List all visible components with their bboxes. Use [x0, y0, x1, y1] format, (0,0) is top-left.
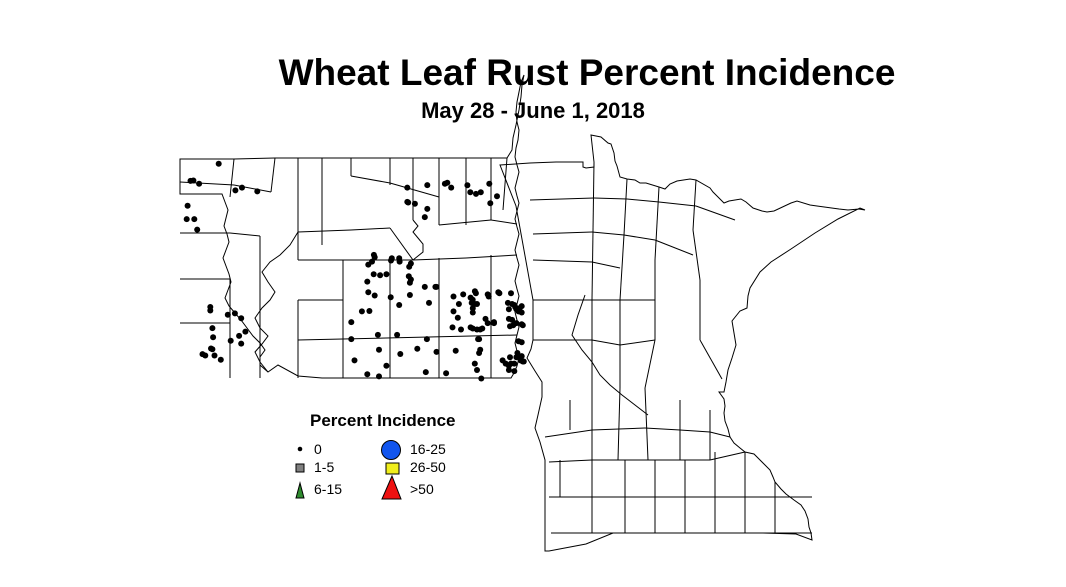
svg-text:1-5: 1-5	[314, 459, 334, 475]
svg-text:Percent Incidence: Percent Incidence	[310, 411, 456, 430]
svg-text:26-50: 26-50	[410, 459, 446, 475]
svg-text:>50: >50	[410, 481, 434, 497]
svg-text:16-25: 16-25	[410, 441, 446, 457]
svg-text:0: 0	[314, 441, 322, 457]
svg-text:6-15: 6-15	[314, 481, 342, 497]
